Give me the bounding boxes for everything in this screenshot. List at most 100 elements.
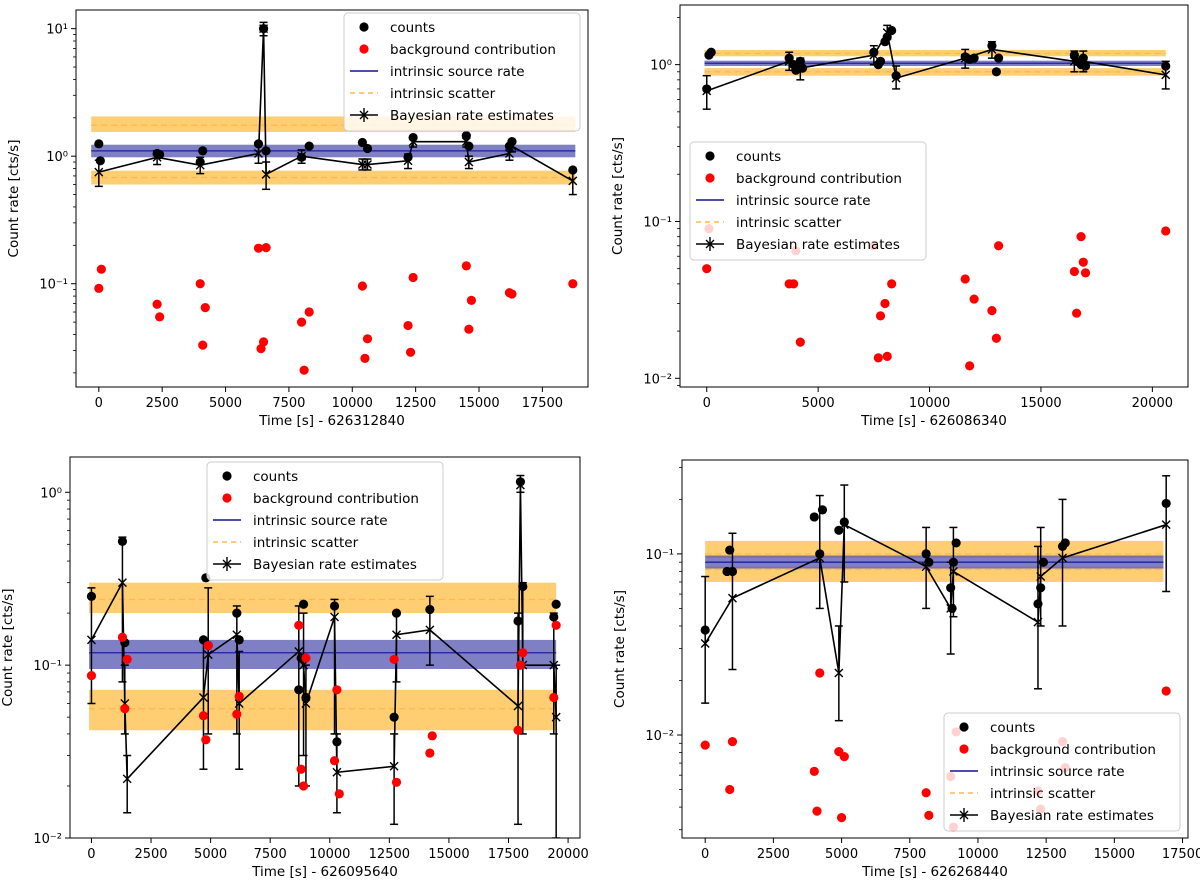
legend-label: intrinsic source rate xyxy=(253,513,388,529)
legend-box xyxy=(689,141,927,261)
background-point xyxy=(960,274,970,284)
background-point xyxy=(253,243,264,253)
x-tick-label: 10000 xyxy=(957,847,998,862)
background-point xyxy=(1076,232,1086,242)
bayes-point xyxy=(234,698,244,708)
counts-point xyxy=(95,156,105,166)
background-point xyxy=(198,711,209,721)
counts-point xyxy=(391,608,402,618)
background-point xyxy=(549,692,559,703)
x-tick-label: 2500 xyxy=(134,847,167,862)
x-tick-label: 5000 xyxy=(209,396,242,411)
x-axis-label: Time [s] - 626095640 xyxy=(251,864,398,880)
background-point xyxy=(332,685,342,695)
background-point xyxy=(427,731,437,741)
background-point xyxy=(203,640,213,651)
legend-bayes-marker xyxy=(222,559,232,569)
x-tick-label: 17500 xyxy=(488,847,529,862)
counts-point xyxy=(817,505,828,515)
background-point xyxy=(839,752,849,762)
legend: counts background contribution intrinsic s… xyxy=(206,461,444,581)
bayes-point xyxy=(122,774,132,784)
counts-point xyxy=(1038,557,1049,567)
background-point xyxy=(334,789,344,799)
background-point xyxy=(702,264,712,274)
x-tick-label: 2500 xyxy=(146,396,179,411)
legend-background-marker xyxy=(359,44,369,54)
counts-point xyxy=(891,71,901,81)
legend-label: background contribution xyxy=(736,171,902,187)
bayes-line xyxy=(98,28,574,182)
legend-label: Bayesian rate estimates xyxy=(990,808,1154,824)
x-tick-label: 5000 xyxy=(802,396,835,411)
x-tick-label: 15000 xyxy=(1020,396,1061,411)
y-tick-label: 10⁻² xyxy=(643,372,672,387)
x-tick-label: 15000 xyxy=(458,396,499,411)
bayes-point xyxy=(392,630,401,640)
counts-point xyxy=(461,131,471,141)
bayes-point xyxy=(203,650,213,660)
background-point xyxy=(725,784,735,795)
counts-point xyxy=(784,53,794,63)
x-tick-label: 20000 xyxy=(547,847,588,862)
legend-label: background contribution xyxy=(390,42,556,58)
background-point xyxy=(466,295,477,306)
legend-label: counts xyxy=(390,20,435,36)
bayes-point xyxy=(1036,572,1046,582)
x-tick-label: 5000 xyxy=(825,847,858,862)
legend-label: intrinsic source rate xyxy=(990,764,1125,780)
background-point xyxy=(1161,226,1171,236)
legend-label: intrinsic scatter xyxy=(390,86,496,102)
y-tick-label: 10⁰ xyxy=(46,150,68,165)
background-point xyxy=(789,279,799,289)
legend-bayes-marker xyxy=(705,239,715,249)
y-tick-label: 10⁻² xyxy=(33,832,62,847)
legend-box xyxy=(206,461,444,581)
y-tick-label: 10⁻¹ xyxy=(643,215,672,230)
background-point xyxy=(924,810,934,820)
legend-label: background contribution xyxy=(990,742,1156,758)
lightcurve-panel-top-left: 0 2500 5000 7500 10000 12500 15000 17500 10⁻¹ 10⁰… xyxy=(6,9,589,429)
background-point xyxy=(1078,257,1088,267)
background-point xyxy=(965,361,975,371)
x-tick-label: 0 xyxy=(87,847,95,862)
counts-point xyxy=(408,132,418,143)
background-point xyxy=(1161,686,1171,696)
background-point xyxy=(294,620,304,630)
background-point xyxy=(200,302,210,313)
x-tick-label: 10000 xyxy=(909,396,950,411)
background-point xyxy=(515,660,526,670)
x-axis-label: Time [s] - 626086340 xyxy=(860,413,1007,429)
background-point xyxy=(296,317,307,327)
counts-point xyxy=(702,84,712,94)
legend-label: intrinsic scatter xyxy=(253,535,359,551)
legend-counts-marker xyxy=(705,151,715,161)
background-point xyxy=(809,766,819,776)
legend-box xyxy=(943,712,1181,832)
lightcurve-panel-bottom-right: 0 2500 5000 7500 10000 12500 15000 17500 10⁻² 10⁻… xyxy=(612,459,1200,880)
legend: counts background contribution intrinsic s… xyxy=(689,141,927,261)
counts-point xyxy=(815,549,825,559)
bayes-point xyxy=(198,692,208,702)
counts-point xyxy=(507,137,517,147)
counts-point xyxy=(875,56,886,66)
counts-point xyxy=(117,536,128,546)
background-point xyxy=(568,279,578,289)
y-tick-label: 10⁻² xyxy=(645,729,674,744)
counts-point xyxy=(1060,538,1070,548)
counts-point xyxy=(725,545,735,555)
counts-point xyxy=(261,146,271,156)
x-tick-label: 15000 xyxy=(428,847,469,862)
counts-point xyxy=(1161,61,1171,71)
legend-background-marker xyxy=(959,744,969,754)
background-point xyxy=(507,289,517,299)
background-point xyxy=(296,764,306,774)
x-tick-label: 10000 xyxy=(309,847,350,862)
bayes-point xyxy=(551,712,561,722)
bayes-point xyxy=(834,668,844,678)
background-point xyxy=(261,242,271,253)
counts-point xyxy=(882,32,892,42)
bayes-point xyxy=(332,767,342,777)
background-point xyxy=(464,324,474,334)
